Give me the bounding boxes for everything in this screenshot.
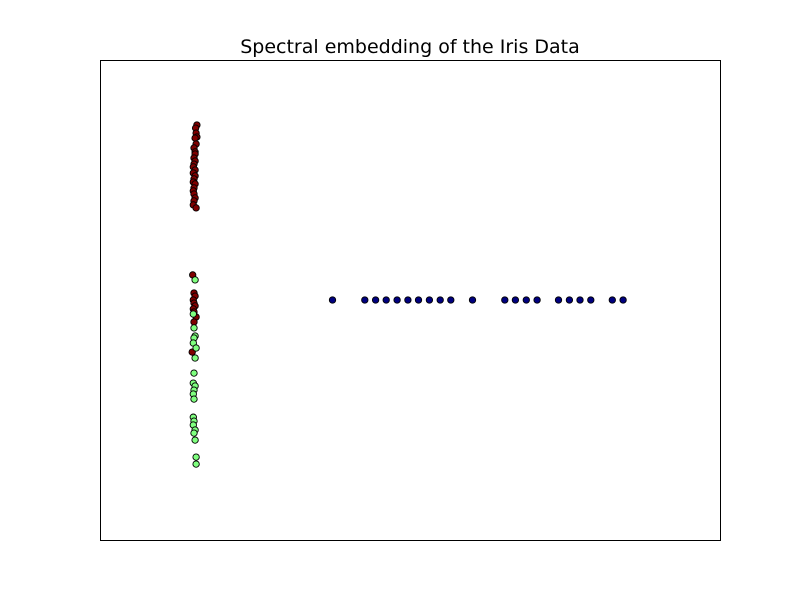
scatter-point-series0-19 xyxy=(608,296,616,304)
points-layer xyxy=(188,121,627,468)
scatter-point-series2-8 xyxy=(190,369,198,377)
scatter-point-series2-19 xyxy=(191,436,199,444)
scatter-point-series2-21 xyxy=(192,460,200,468)
chart-title: Spectral embedding of the Iris Data xyxy=(240,36,580,58)
scatter-point-series0-14 xyxy=(533,296,541,304)
scatter-point-series2-7 xyxy=(191,354,199,362)
scatter-point-series0-5 xyxy=(404,296,412,304)
scatter-point-series0-4 xyxy=(393,296,401,304)
scatter-point-series0-8 xyxy=(436,296,444,304)
scatter-point-series2-1 xyxy=(189,310,197,318)
plot-frame xyxy=(100,60,721,541)
scatter-point-series0-13 xyxy=(522,296,530,304)
scatter-point-series0-15 xyxy=(554,296,563,304)
scatter-point-series0-6 xyxy=(414,296,423,304)
scatter-point-series0-3 xyxy=(382,296,390,304)
scatter-point-series0-18 xyxy=(587,296,595,304)
scatter-point-series0-20 xyxy=(619,296,627,304)
scatter-point-series2-18 xyxy=(190,429,198,437)
scatter-point-series0-7 xyxy=(425,296,434,304)
scatter-point-series0-2 xyxy=(371,296,380,304)
scatter-point-series0-11 xyxy=(501,296,509,304)
scatter-point-series1-4 xyxy=(191,134,199,142)
scatter-point-series1-25 xyxy=(192,204,200,212)
scatter-point-series0-1 xyxy=(361,296,369,304)
scatter-point-series2-20 xyxy=(192,453,200,461)
scatter-point-series2-13 xyxy=(190,395,198,403)
scatter-point-series0-17 xyxy=(576,296,584,304)
scatter-point-series2-2 xyxy=(190,324,198,332)
scatter-point-series1-35 xyxy=(190,318,198,326)
scatter-point-series0-0 xyxy=(328,296,337,304)
scatter-point-series0-16 xyxy=(565,296,574,304)
scatter-point-series0-10 xyxy=(468,296,477,304)
scatter-point-series2-6 xyxy=(192,344,200,352)
scatter-point-series2-0 xyxy=(191,276,199,284)
scatter-point-series0-9 xyxy=(447,296,455,304)
scatter-point-series0-12 xyxy=(511,296,520,304)
